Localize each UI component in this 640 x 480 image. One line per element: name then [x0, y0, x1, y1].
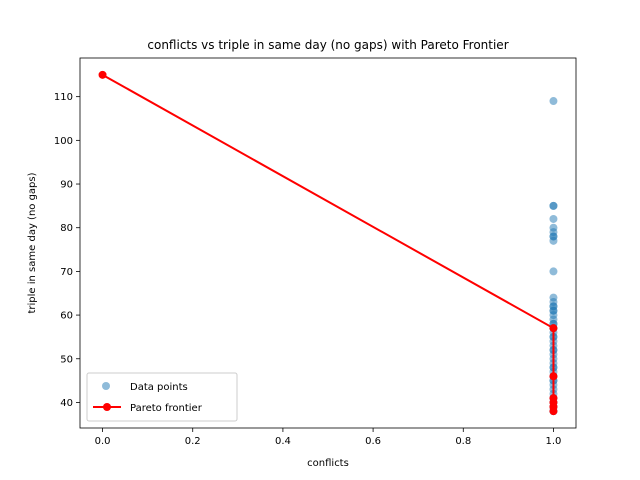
marks-layer — [98, 70, 558, 416]
y-tick-label: 40 — [60, 398, 73, 409]
pareto-point — [549, 324, 558, 333]
legend-marker-pareto — [103, 403, 111, 411]
y-tick-label: 60 — [60, 311, 73, 322]
legend: Data points Pareto frontier — [86, 372, 238, 422]
legend-marker-data-points — [102, 382, 110, 390]
x-ticks: 0.0 0.2 0.4 0.6 0.8 1.0 — [95, 428, 562, 447]
plot-frame — [79, 57, 577, 429]
y-axis-label: triple in same day (no gaps) — [27, 172, 38, 313]
x-tick-label: 0.6 — [365, 436, 381, 447]
y-tick-label: 80 — [60, 223, 73, 234]
y-tick-label: 90 — [60, 180, 73, 191]
y-tick-label: 50 — [60, 354, 73, 365]
y-tick-label: 70 — [60, 267, 73, 278]
data-point — [549, 201, 558, 210]
x-tick-label: 1.0 — [546, 436, 562, 447]
x-tick-label: 0.2 — [185, 436, 201, 447]
pareto-point — [549, 407, 558, 416]
y-tick-label: 100 — [54, 136, 73, 147]
x-tick-label: 0.4 — [275, 436, 291, 447]
data-point — [549, 97, 558, 106]
chart-title: conflicts vs triple in same day (no gaps… — [147, 38, 508, 52]
legend-label-data-points: Data points — [130, 382, 188, 393]
data-point — [549, 267, 558, 276]
legend-label-pareto: Pareto frontier — [130, 403, 203, 414]
data-point — [549, 236, 558, 245]
x-tick-label: 0.8 — [455, 436, 471, 447]
x-tick-label: 0.0 — [95, 436, 111, 447]
y-tick-label: 110 — [54, 92, 73, 103]
y-ticks: 40 50 60 70 80 90 100 110 — [54, 92, 80, 409]
pareto-point — [98, 70, 107, 79]
legend-box — [86, 372, 238, 422]
data-point — [549, 214, 558, 223]
pareto-point — [549, 372, 558, 381]
x-axis-label: conflicts — [307, 458, 349, 469]
